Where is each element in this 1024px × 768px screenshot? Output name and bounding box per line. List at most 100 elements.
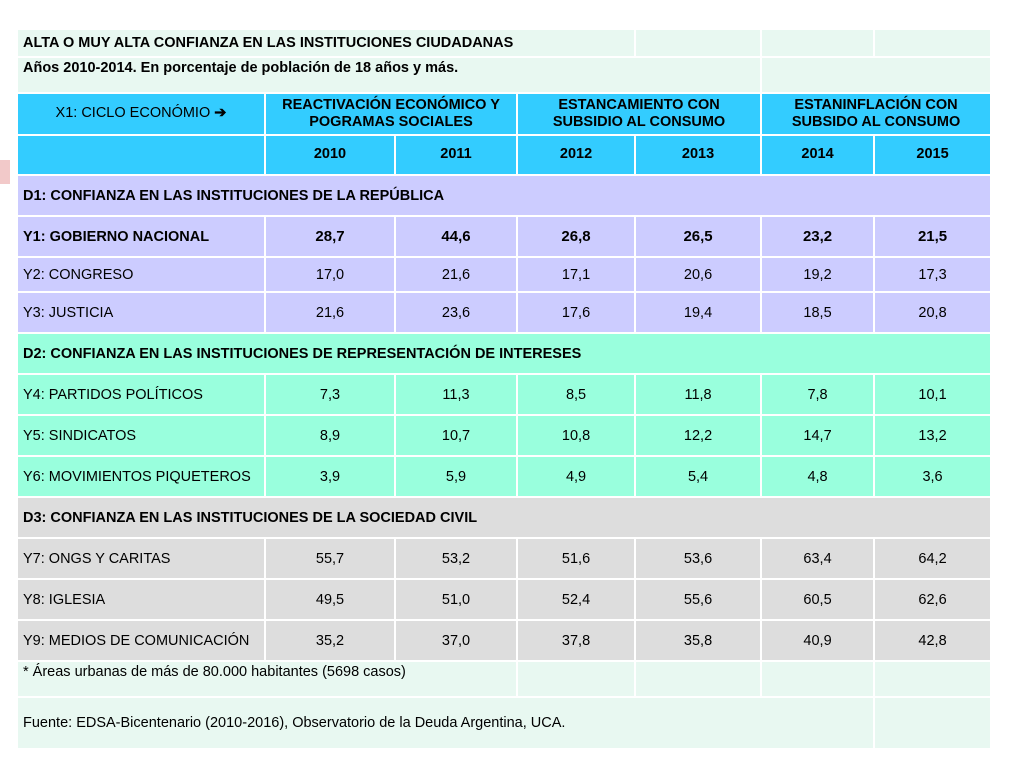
table-row: Y2: CONGRESO 17,0 21,6 17,1 20,6 19,2 17… bbox=[16, 256, 993, 293]
table-row: Y6: MOVIMIENTOS PIQUETEROS 3,9 5,9 4,9 5… bbox=[16, 455, 993, 498]
table-row: Y9: MEDIOS DE COMUNICACIÓN 35,2 37,0 37,… bbox=[16, 619, 993, 662]
decorative-accent-bar bbox=[0, 160, 10, 184]
section-title-d3: D3: CONFIANZA EN LAS INSTITUCIONES DE LA… bbox=[15, 496, 993, 539]
value-cell: 21,5 bbox=[873, 215, 993, 258]
value-cell: 40,9 bbox=[760, 619, 876, 662]
value-cell: 3,9 bbox=[264, 455, 396, 498]
section-title-d1: D1: CONFIANZA EN LAS INSTITUCIONES DE LA… bbox=[15, 174, 993, 217]
source-row: Fuente: EDSA-Bicentenario (2010-2016), O… bbox=[15, 696, 993, 750]
value-cell: 11,3 bbox=[394, 373, 518, 416]
table-title: ALTA O MUY ALTA CONFIANZA EN LAS INSTITU… bbox=[15, 28, 637, 58]
cycle-header-estaninflacion: ESTANINFLACIÓN CON SUBSIDO AL CONSUMO bbox=[760, 92, 993, 136]
value-cell: 28,7 bbox=[264, 215, 396, 258]
year-header-cell: 2015 bbox=[873, 134, 993, 176]
year-header-cell: 2011 bbox=[394, 134, 518, 176]
empty-header-cell bbox=[16, 134, 266, 176]
value-cell: 26,8 bbox=[515, 215, 637, 258]
year-header-cell: 2010 bbox=[264, 134, 396, 176]
row-label: Y1: GOBIERNO NACIONAL bbox=[16, 215, 266, 258]
section-row: D3: CONFIANZA EN LAS INSTITUCIONES DE LA… bbox=[15, 496, 993, 539]
year-header-cell: 2013 bbox=[634, 134, 763, 176]
title-row: ALTA O MUY ALTA CONFIANZA EN LAS INSTITU… bbox=[15, 28, 993, 58]
value-cell: 63,4 bbox=[760, 537, 876, 580]
row-label: Y8: IGLESIA bbox=[16, 578, 266, 621]
empty-cell bbox=[873, 660, 993, 698]
value-cell: 10,8 bbox=[515, 414, 637, 457]
value-cell: 49,5 bbox=[264, 578, 396, 621]
value-cell: 64,2 bbox=[873, 537, 993, 580]
cycle-header-row: X1: CICLO ECONÓMIO ➔ REACTIVACIÓN ECONÓM… bbox=[16, 92, 993, 136]
value-cell: 17,0 bbox=[264, 256, 396, 293]
value-cell: 8,5 bbox=[515, 373, 637, 416]
table-row: Y1: GOBIERNO NACIONAL 28,7 44,6 26,8 26,… bbox=[16, 215, 993, 258]
value-cell: 14,7 bbox=[760, 414, 876, 457]
value-cell: 3,6 bbox=[873, 455, 993, 498]
value-cell: 44,6 bbox=[394, 215, 518, 258]
empty-cell bbox=[634, 660, 763, 698]
value-cell: 11,8 bbox=[634, 373, 763, 416]
value-cell: 12,2 bbox=[634, 414, 763, 457]
empty-cell bbox=[873, 28, 993, 58]
source-text: Fuente: EDSA-Bicentenario (2010-2016), O… bbox=[15, 696, 876, 750]
value-cell: 13,2 bbox=[873, 414, 993, 457]
value-cell: 19,2 bbox=[760, 256, 876, 293]
value-cell: 23,6 bbox=[394, 291, 518, 334]
value-cell: 51,0 bbox=[394, 578, 518, 621]
value-cell: 62,6 bbox=[873, 578, 993, 621]
value-cell: 21,6 bbox=[394, 256, 518, 293]
table-row: Y5: SINDICATOS 8,9 10,7 10,8 12,2 14,7 1… bbox=[16, 414, 993, 457]
value-cell: 23,2 bbox=[760, 215, 876, 258]
value-cell: 7,8 bbox=[760, 373, 876, 416]
empty-cell bbox=[634, 28, 763, 58]
empty-cell bbox=[760, 56, 993, 94]
value-cell: 4,9 bbox=[515, 455, 637, 498]
value-cell: 35,8 bbox=[634, 619, 763, 662]
section-title-d2: D2: CONFIANZA EN LAS INSTITUCIONES DE RE… bbox=[15, 332, 993, 375]
value-cell: 20,6 bbox=[634, 256, 763, 293]
value-cell: 35,2 bbox=[264, 619, 396, 662]
year-header-cell: 2012 bbox=[515, 134, 637, 176]
value-cell: 5,4 bbox=[634, 455, 763, 498]
value-cell: 55,6 bbox=[634, 578, 763, 621]
table-row: Y4: PARTIDOS POLÍTICOS 7,3 11,3 8,5 11,8… bbox=[16, 373, 993, 416]
table-row: Y3: JUSTICIA 21,6 23,6 17,6 19,4 18,5 20… bbox=[16, 291, 993, 334]
section-row: D1: CONFIANZA EN LAS INSTITUCIONES DE LA… bbox=[15, 174, 993, 217]
empty-cell bbox=[760, 28, 876, 58]
value-cell: 37,0 bbox=[394, 619, 518, 662]
value-cell: 53,2 bbox=[394, 537, 518, 580]
x1-header-cell: X1: CICLO ECONÓMIO ➔ bbox=[16, 92, 266, 136]
value-cell: 19,4 bbox=[634, 291, 763, 334]
empty-cell bbox=[760, 660, 876, 698]
value-cell: 53,6 bbox=[634, 537, 763, 580]
table-row: Y7: ONGS Y CARITAS 55,7 53,2 51,6 53,6 6… bbox=[16, 537, 993, 580]
value-cell: 17,6 bbox=[515, 291, 637, 334]
empty-cell bbox=[515, 660, 637, 698]
right-arrow-icon: ➔ bbox=[214, 105, 227, 122]
year-header-cell: 2014 bbox=[760, 134, 876, 176]
row-label: Y9: MEDIOS DE COMUNICACIÓN bbox=[16, 619, 266, 662]
value-cell: 17,3 bbox=[873, 256, 993, 293]
value-cell: 10,7 bbox=[394, 414, 518, 457]
value-cell: 18,5 bbox=[760, 291, 876, 334]
value-cell: 20,8 bbox=[873, 291, 993, 334]
year-header-row: 2010 2011 2012 2013 2014 2015 bbox=[16, 134, 993, 176]
value-cell: 17,1 bbox=[515, 256, 637, 293]
value-cell: 52,4 bbox=[515, 578, 637, 621]
value-cell: 42,8 bbox=[873, 619, 993, 662]
value-cell: 10,1 bbox=[873, 373, 993, 416]
row-label: Y7: ONGS Y CARITAS bbox=[16, 537, 266, 580]
empty-cell bbox=[873, 696, 993, 750]
value-cell: 8,9 bbox=[264, 414, 396, 457]
value-cell: 37,8 bbox=[515, 619, 637, 662]
footnote-row: * Áreas urbanas de más de 80.000 habitan… bbox=[16, 660, 993, 698]
row-label: Y4: PARTIDOS POLÍTICOS bbox=[16, 373, 266, 416]
section-row: D2: CONFIANZA EN LAS INSTITUCIONES DE RE… bbox=[15, 332, 993, 375]
value-cell: 21,6 bbox=[264, 291, 396, 334]
value-cell: 4,8 bbox=[760, 455, 876, 498]
table-row: Y8: IGLESIA 49,5 51,0 52,4 55,6 60,5 62,… bbox=[16, 578, 993, 621]
value-cell: 60,5 bbox=[760, 578, 876, 621]
table-subtitle: Años 2010-2014. En porcentaje de poblaci… bbox=[15, 56, 763, 94]
value-cell: 7,3 bbox=[264, 373, 396, 416]
value-cell: 55,7 bbox=[264, 537, 396, 580]
row-label: Y5: SINDICATOS bbox=[16, 414, 266, 457]
